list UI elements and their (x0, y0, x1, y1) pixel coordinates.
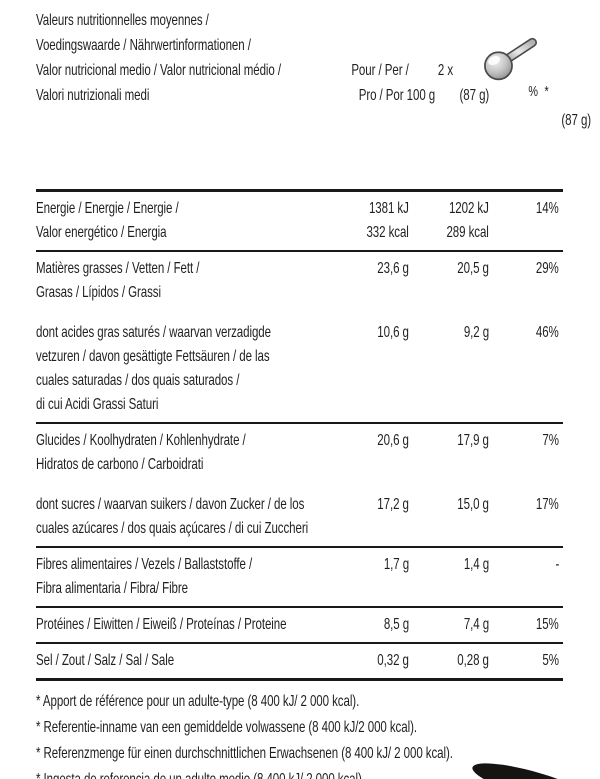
row-label: Glucides / Koolhydraten / Kohlenhydrate … (36, 432, 246, 473)
footnote-item: * Apport de référence pour un adulte-typ… (36, 693, 360, 710)
value-per-serving: 0,28 g (457, 652, 489, 669)
value-percent-ri: 29% (536, 260, 559, 277)
row-label: Matières grasses / Vetten / Fett / Grasa… (36, 260, 200, 301)
value-percent-ri: 5% (542, 652, 559, 669)
table-row: Energie / Energie / Energie / Valor ener… (36, 192, 563, 252)
value-per-100g: 8,5 g (383, 616, 409, 633)
footnote-item: * Referenzmenge für einen durchschnittli… (36, 745, 453, 762)
footnote-item: * Ingesta de referencia de un adulto med… (36, 767, 563, 779)
value-per-100g: 0,32 g (377, 652, 409, 669)
column-header-per-serving: 2 x (87 g) (437, 62, 489, 104)
value-per-serving: 1202 kJ 289 kcal (446, 200, 489, 241)
footnotes: * Apport de référence pour un adulte-typ… (36, 681, 563, 779)
row-label: dont acides gras saturés / waarvan verza… (36, 324, 271, 413)
value-per-100g: 1,7 g (383, 556, 409, 573)
value-percent-ri: 7% (542, 432, 559, 449)
row-label: dont sucres / waarvan suikers / davon Zu… (36, 496, 309, 537)
value-per-serving: 17,9 g (457, 432, 489, 449)
row-label: Sel / Zout / Salz / Sal / Sale (36, 652, 175, 669)
value-percent-ri: 14% (536, 200, 559, 217)
value-per-serving: 9,2 g (463, 324, 489, 341)
table-row: dont acides gras saturés / waarvan verza… (36, 310, 563, 424)
value-per-100g: 10,6 g (377, 324, 409, 341)
value-per-100g: 23,6 g (377, 260, 409, 277)
value-per-serving: 15,0 g (457, 496, 489, 513)
value-percent-ri: 17% (536, 496, 559, 513)
row-label: Fibres alimentaires / Vezels / Ballastst… (36, 556, 253, 597)
value-per-100g: 17,2 g (377, 496, 409, 513)
table-row: Protéines / Eiwitten / Eiweiß / Proteína… (36, 608, 563, 644)
percent-asterisk-overlay: %* (528, 83, 556, 100)
header-title-line: Voedingswaarde / Nährwertinformationen / (36, 37, 251, 54)
value-percent-ri: 15% (536, 616, 559, 633)
table-row: Matières grasses / Vetten / Fett / Grasa… (36, 252, 563, 310)
table-row: dont sucres / waarvan suikers / davon Zu… (36, 482, 563, 548)
value-percent-ri: 46% (536, 324, 559, 341)
value-per-100g: 1381 kJ 332 kcal (366, 200, 409, 241)
nutrition-panel: Valeurs nutritionnelles moyennes / Voedi… (36, 4, 591, 779)
table-row: Sel / Zout / Salz / Sal / Sale 0,32 g 0,… (36, 644, 563, 681)
table-row: Glucides / Koolhydraten / Kohlenhydrate … (36, 424, 563, 482)
header-title-block: Valor nutricional medio / Valor nutricio… (36, 62, 281, 104)
table-header: Valeurs nutritionnelles moyennes / Voedi… (36, 4, 591, 192)
column-header-percent-ri: (87 g) %* (489, 58, 591, 183)
value-per-serving: 1,4 g (463, 556, 489, 573)
table-row: Fibres alimentaires / Vezels / Ballastst… (36, 548, 563, 608)
value-per-serving: 7,4 g (463, 616, 489, 633)
measuring-scoop-icon (484, 37, 537, 81)
header-title-line: Valeurs nutritionnelles moyennes / (36, 12, 209, 29)
spoon-handle-tip-graphic (472, 763, 588, 779)
footnote-item: * Referentie-inname van een gemiddelde v… (36, 719, 417, 736)
value-per-100g: 20,6 g (377, 432, 409, 449)
value-per-serving: 20,5 g (457, 260, 489, 277)
value-percent-ri: - (555, 556, 559, 573)
column-header-per-100g: Pour / Per / Pro / Por 100 g (351, 62, 436, 104)
row-label: Protéines / Eiwitten / Eiweiß / Proteína… (36, 616, 287, 633)
row-label: Energie / Energie / Energie / Valor ener… (36, 200, 179, 241)
table-body: Energie / Energie / Energie / Valor ener… (36, 192, 563, 681)
